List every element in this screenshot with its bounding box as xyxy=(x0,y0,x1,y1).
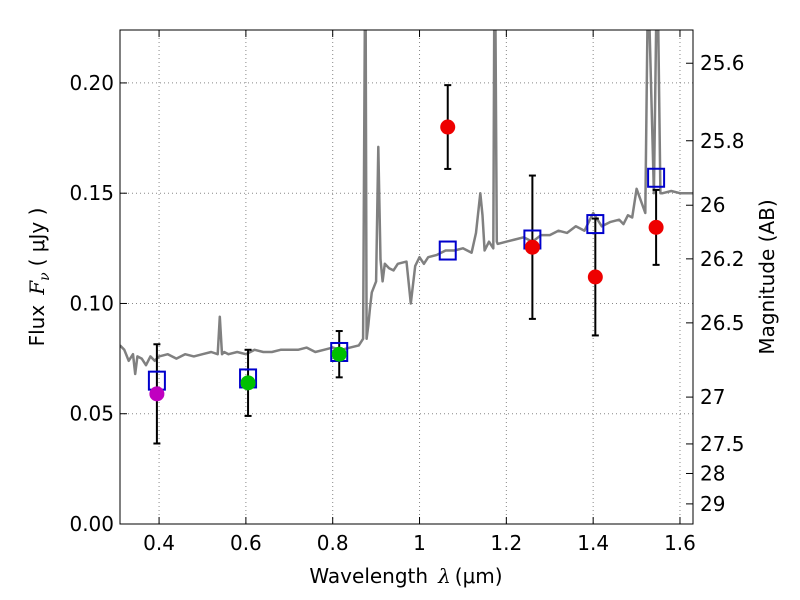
model-square-marker xyxy=(586,214,605,235)
grid xyxy=(120,30,693,525)
x-tick-label: 1.6 xyxy=(664,531,696,555)
spectrum-layer xyxy=(120,30,693,376)
ticks: 0.4 0.6 0.8 1 1.2 1.4 1.6 0.00 0.05 0.10 0.15 0.20 2… xyxy=(69,30,745,555)
mag-tick-label: 29 xyxy=(700,492,725,516)
svg-text:Magnitude (AB): Magnitude (AB) xyxy=(755,199,779,354)
x-tick-label: 0.6 xyxy=(230,531,262,555)
x-tick-label: 1.4 xyxy=(577,531,609,555)
mag-tick-label: 26.5 xyxy=(700,311,745,335)
observed-point-layer xyxy=(149,119,664,402)
y-tick-label: 0.10 xyxy=(69,291,114,315)
svg-text:FluxFν( μJy ): FluxFν( μJy ) xyxy=(25,208,53,347)
observed-point xyxy=(524,239,540,255)
mag-tick-label: 26 xyxy=(700,193,725,217)
model-square-marker xyxy=(438,240,457,261)
mag-tick-label: 27 xyxy=(700,385,725,409)
model-square-layer xyxy=(147,167,666,391)
y-tick-label: 0.00 xyxy=(69,512,114,536)
model-spectrum-line xyxy=(120,30,693,376)
mag-tick-label: 26.2 xyxy=(700,247,745,271)
y-tick-label: 0.05 xyxy=(69,402,114,426)
y-tick-label: 0.20 xyxy=(69,71,114,95)
x-tick-label: 1.2 xyxy=(490,531,522,555)
x-axis-label: Wavelength λ (μm) xyxy=(309,564,502,588)
y2-axis-label: Magnitude (AB) xyxy=(755,199,779,354)
observed-point xyxy=(648,219,664,235)
x-tick-label: 0.4 xyxy=(143,531,175,555)
observed-point xyxy=(240,375,256,391)
y-axis-label: FluxFν( μJy ) xyxy=(25,208,53,347)
observed-point xyxy=(149,386,165,402)
mag-tick-label: 25.8 xyxy=(700,129,745,153)
observed-point xyxy=(587,269,603,285)
plot-frame xyxy=(119,29,694,525)
x-tick-label: 0.8 xyxy=(317,531,349,555)
mag-tick-label: 28 xyxy=(700,461,725,485)
mag-tick-label: 27.5 xyxy=(700,432,745,456)
observed-point xyxy=(440,119,456,135)
observed-point xyxy=(331,346,347,362)
x-tick-label: 1 xyxy=(413,531,426,555)
y-tick-label: 0.15 xyxy=(69,181,114,205)
mag-tick-label: 25.6 xyxy=(700,51,745,75)
model-square-marker xyxy=(647,167,666,188)
